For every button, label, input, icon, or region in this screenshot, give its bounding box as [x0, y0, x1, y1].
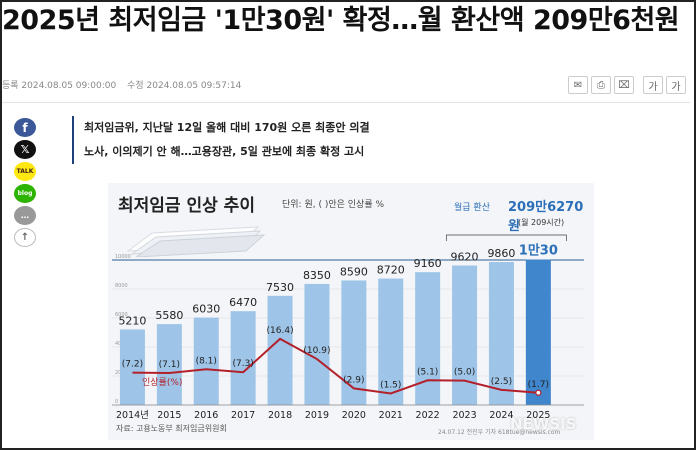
rate-label: (10.9) — [303, 346, 330, 356]
divider — [2, 102, 690, 103]
unit-note: 단위: 원, ( )안은 인상률 % — [282, 200, 385, 210]
bar — [415, 272, 441, 405]
x-tick-label: 2018 — [268, 410, 292, 421]
wage-chart: 020004000600080001000052102014년558020156… — [112, 234, 584, 421]
bar-value-label: 9860 — [487, 247, 515, 260]
bar — [267, 295, 293, 405]
bar — [119, 329, 145, 405]
bar — [156, 324, 182, 405]
wage-infographic: 020004000600080001000052102014년558020156… — [108, 183, 594, 440]
y-tick-label: 0 — [115, 399, 118, 405]
y-tick-label: 8000 — [115, 283, 128, 289]
subhead: 노사, 이의제기 안 해…고용장관, 5일 관보에 최종 확정 고시 — [84, 145, 365, 158]
rate-series-label: 인상률(%) — [142, 377, 182, 388]
x-tick-label: 2024 — [489, 410, 513, 421]
x-icon[interactable]: 𝕏 — [14, 140, 36, 159]
bar — [378, 278, 404, 405]
x-tick-label: 2022 — [416, 410, 440, 421]
rate-label: (1.5) — [380, 381, 401, 391]
bar-value-label: 9620 — [451, 251, 479, 264]
share-bar: f 𝕏 TALK blog … ↑ — [14, 118, 36, 247]
modified-date: 수정 2024.08.05 09:57:14 — [127, 81, 242, 91]
annotation-bracket — [446, 234, 567, 241]
x-tick-label: 2019 — [305, 410, 329, 421]
blog-icon[interactable]: blog — [14, 184, 36, 203]
watermark: NEWSIS — [510, 415, 577, 433]
monthly-amount: 209만6270원 — [508, 200, 584, 234]
source-note: 자료: 고용노동부 최저임금위원회 — [116, 424, 227, 433]
rate-label: (7.2) — [122, 360, 143, 370]
bar-value-label: 1만30 — [519, 243, 558, 259]
sms-icon[interactable]: … — [14, 206, 36, 225]
rate-label: (16.4) — [267, 326, 294, 336]
print-icon[interactable]: ⎙ — [591, 76, 611, 94]
bar-value-label: 8590 — [340, 265, 368, 278]
x-tick-label: 2017 — [231, 410, 255, 421]
rate-label: (1.7) — [528, 380, 549, 390]
article-toolbar: ✉ ⎙ ⌧ 가 가 — [568, 76, 686, 94]
bar — [488, 262, 514, 405]
x-tick-label: 2016 — [194, 410, 218, 421]
bar-value-label: 8720 — [377, 264, 405, 277]
article-meta: 등록 2024.08.05 09:00:00 수정 2024.08.05 09:… — [2, 78, 249, 91]
y-tick-label: 6000 — [115, 312, 128, 318]
bar-value-label: 5580 — [155, 309, 183, 322]
bar — [230, 311, 256, 405]
x-tick-label: 2025 — [526, 410, 550, 421]
bar-value-label: 5210 — [118, 314, 146, 327]
rate-label: (2.5) — [491, 377, 512, 387]
bar-value-label: 6030 — [192, 303, 220, 316]
scroll-top-icon[interactable]: ↑ — [14, 228, 36, 247]
font-larger-button[interactable]: 가 — [666, 76, 686, 94]
rate-label: (7.1) — [159, 360, 180, 370]
bar-value-label: 9160 — [414, 257, 442, 270]
email-icon[interactable]: ✉ — [568, 76, 588, 94]
x-tick-label: 2023 — [452, 410, 476, 421]
banknote-illustration — [126, 226, 266, 257]
rate-label: (2.9) — [343, 375, 364, 385]
x-tick-label: 2015 — [157, 410, 181, 421]
monthly-basis: (월 209시간) — [518, 218, 565, 227]
bar — [304, 283, 330, 405]
facebook-icon[interactable]: f — [14, 118, 36, 137]
x-tick-label: 2021 — [379, 410, 403, 421]
rate-label: (8.1) — [196, 356, 217, 366]
article-subheads: 최저임금위, 지난달 12일 올해 대비 170원 오른 최종안 의결 노사, … — [72, 116, 370, 164]
scrap-icon[interactable]: ⌧ — [614, 76, 634, 94]
bar-value-label: 6470 — [229, 296, 257, 309]
bar — [452, 265, 478, 405]
y-tick-label: 10000 — [115, 254, 131, 260]
bar — [341, 280, 367, 405]
font-smaller-button[interactable]: 가 — [643, 76, 663, 94]
x-tick-label: 2020 — [342, 410, 366, 421]
kakaotalk-icon[interactable]: TALK — [14, 162, 36, 181]
registered-date: 등록 2024.08.05 09:00:00 — [2, 81, 117, 91]
x-tick-label: 2014년 — [116, 410, 149, 421]
chart-title: 최저임금 인상 추이 — [118, 196, 255, 216]
article-headline: 2025년 최저임금 '1만30원' 확정…월 환산액 209만6천원 — [2, 5, 680, 36]
rate-label: (7.3) — [232, 359, 253, 369]
rate-label: (5.1) — [417, 367, 438, 377]
bar — [525, 259, 551, 405]
monthly-label: 월급 환산 — [454, 203, 490, 213]
rate-point — [535, 389, 542, 396]
rate-label: (5.0) — [454, 368, 475, 378]
credit-note: 24.07.12 전진우 기자 618tue@newsis.com — [438, 429, 561, 436]
rate-line — [132, 337, 539, 395]
bar — [193, 317, 219, 405]
bar-value-label: 8350 — [303, 269, 331, 282]
subhead: 최저임금위, 지난달 12일 올해 대비 170원 오른 최종안 의결 — [84, 121, 370, 134]
bar-value-label: 7530 — [266, 281, 294, 294]
